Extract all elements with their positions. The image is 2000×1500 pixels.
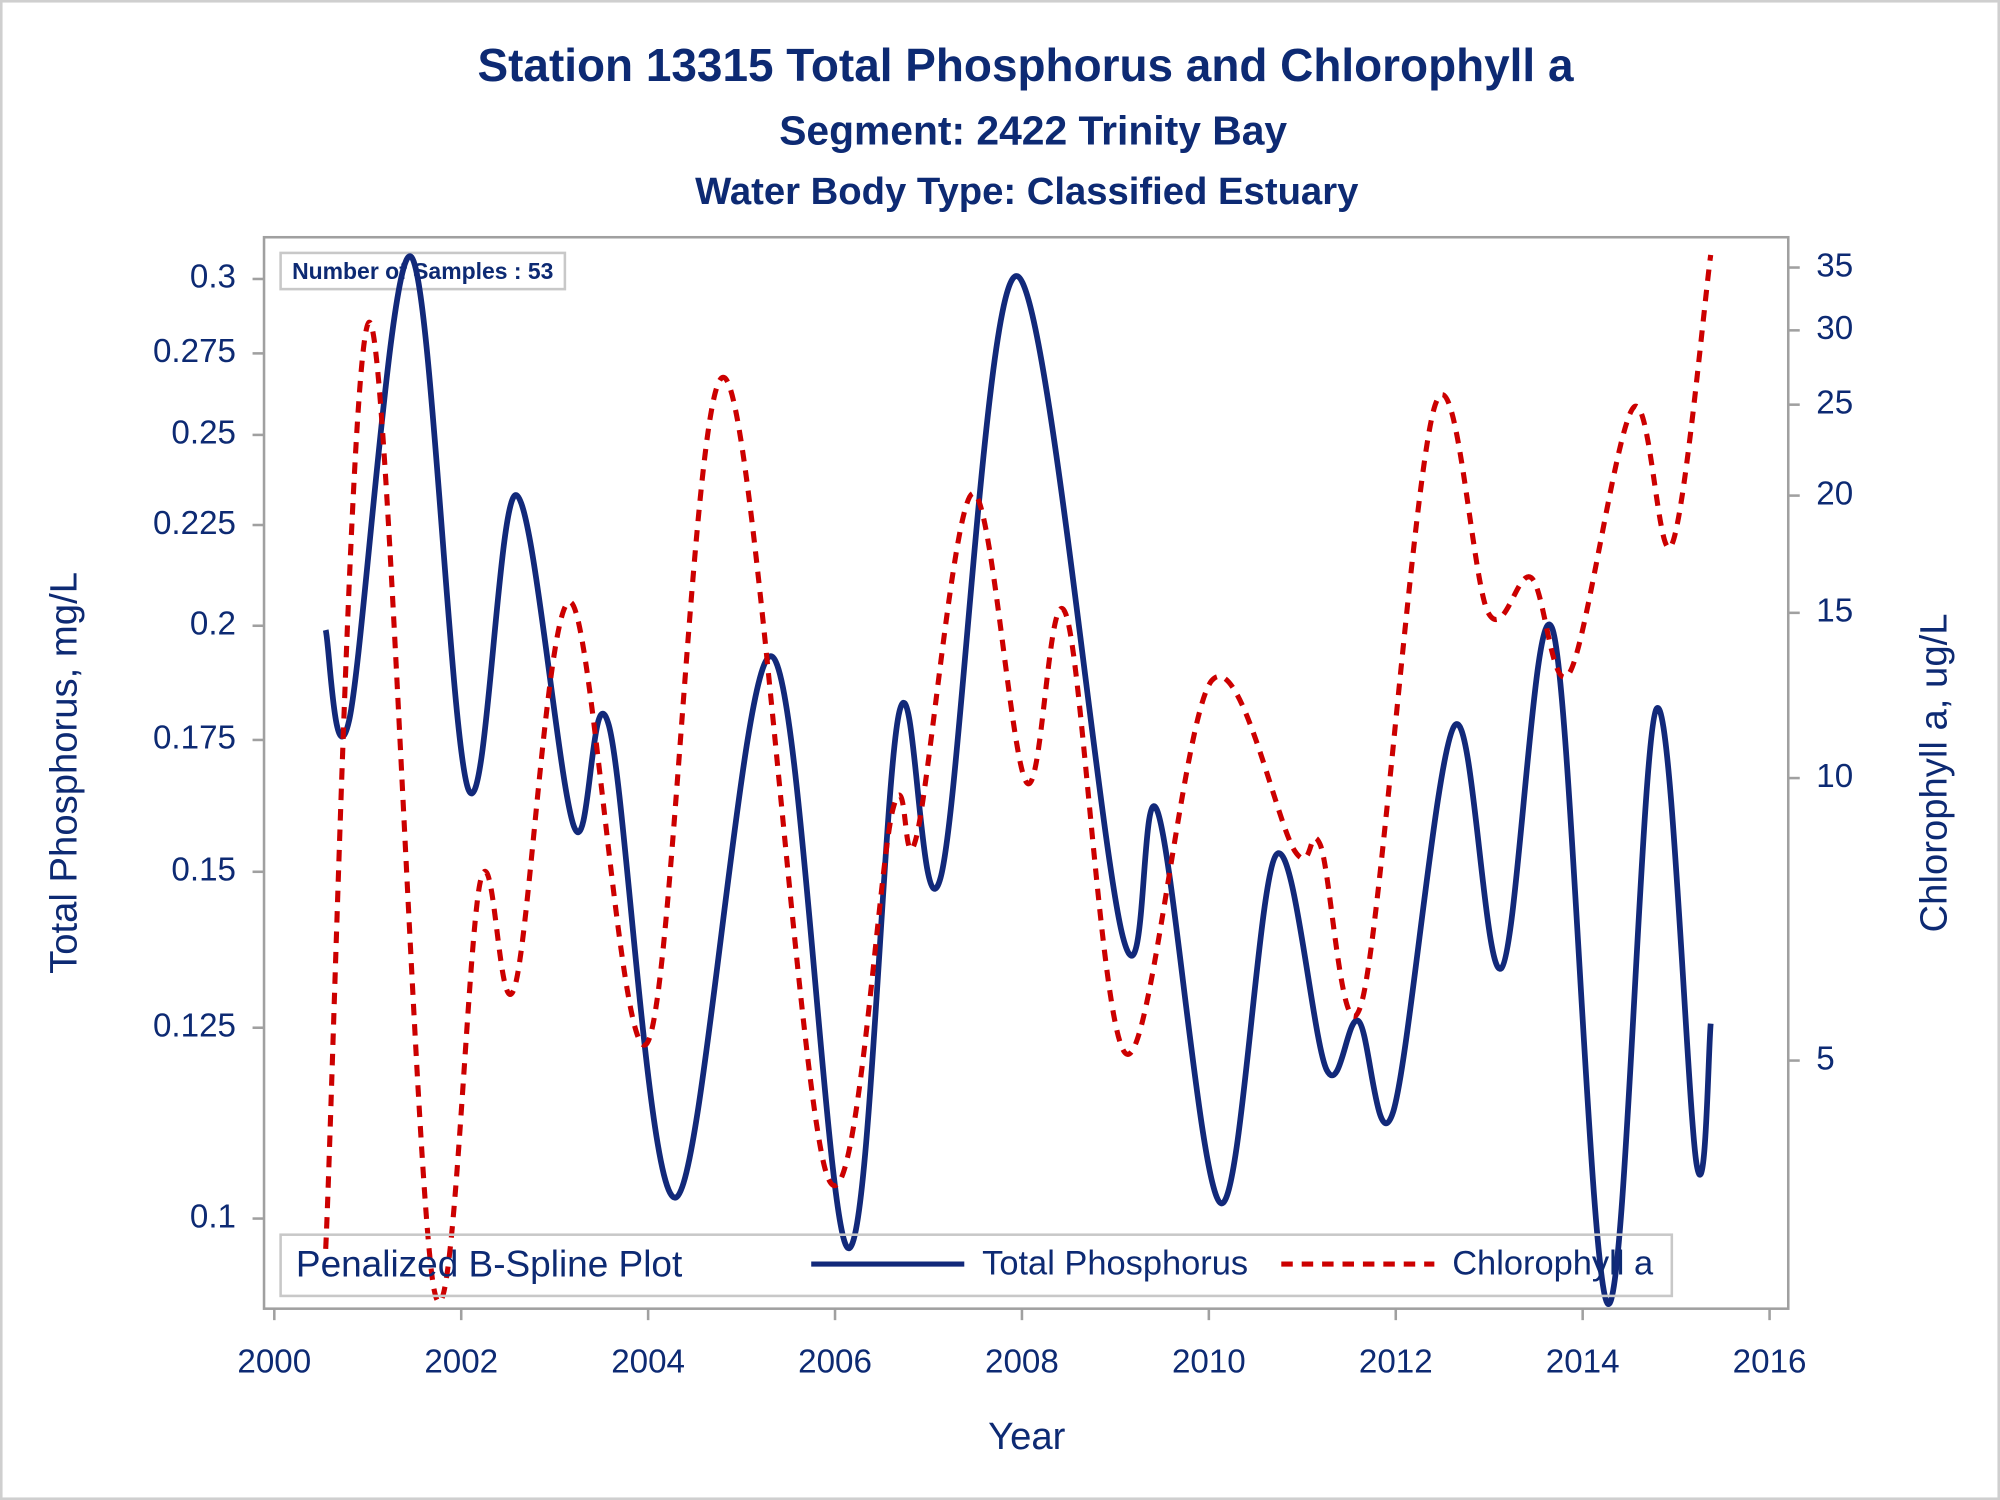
legend-label: Chlorophyll a <box>1452 1244 1654 1282</box>
plot-frame <box>262 235 1790 1310</box>
y-tick-label: 0.175 <box>153 720 236 757</box>
y-tick-label: 0.275 <box>153 333 236 370</box>
y2-tick-label: 25 <box>1816 384 1853 421</box>
y-tick-label: 0.3 <box>190 259 236 296</box>
x-tick-label: 2014 <box>1546 1343 1620 1380</box>
y2-axis-label: Chlorophyll a, ug/L <box>1912 613 1955 932</box>
y2-tick-label: 5 <box>1816 1040 1834 1077</box>
x-tick-label: 2012 <box>1359 1343 1433 1380</box>
y-tick-label: 0.125 <box>153 1007 236 1044</box>
y-tick-label: 0.15 <box>171 852 236 889</box>
y-tick-label: 0.25 <box>171 415 236 452</box>
x-tick-label: 2000 <box>237 1343 311 1380</box>
x-tick-label: 2016 <box>1733 1343 1807 1380</box>
x-tick-label: 2010 <box>1172 1343 1246 1380</box>
chart-subtitle: Water Body Type: Classified Estuary <box>695 170 1359 213</box>
chart-title: Station 13315 Total Phosphorus and Chlor… <box>478 39 1574 91</box>
y2-tick-label: 10 <box>1816 758 1853 795</box>
annotation: Number of Samples : 53 <box>292 258 553 284</box>
y-axis-label: Total Phosphorus, mg/L <box>42 572 85 974</box>
y-tick-label: 0.1 <box>190 1198 236 1235</box>
x-tick-label: 2008 <box>985 1343 1059 1380</box>
y-tick-label: 0.2 <box>190 606 236 643</box>
x-tick-label: 2002 <box>424 1343 498 1380</box>
data-line <box>322 253 1714 1307</box>
legend-label: Total Phosphorus <box>982 1244 1248 1282</box>
y2-tick-label: 20 <box>1816 475 1853 512</box>
y2-tick-label: 35 <box>1816 247 1853 284</box>
x-tick-label: 2006 <box>798 1343 872 1380</box>
chart-subtitle: Segment: 2422 Trinity Bay <box>779 108 1287 154</box>
legend-title: Penalized B-Spline Plot <box>296 1243 682 1284</box>
x-tick-label: 2004 <box>611 1343 685 1380</box>
y2-tick-label: 30 <box>1816 310 1853 347</box>
annotation-box <box>279 251 567 291</box>
legend-box <box>279 1233 1674 1298</box>
y2-tick-label: 15 <box>1816 593 1853 630</box>
x-axis-label: Year <box>988 1415 1066 1458</box>
y-tick-label: 0.225 <box>153 505 236 542</box>
